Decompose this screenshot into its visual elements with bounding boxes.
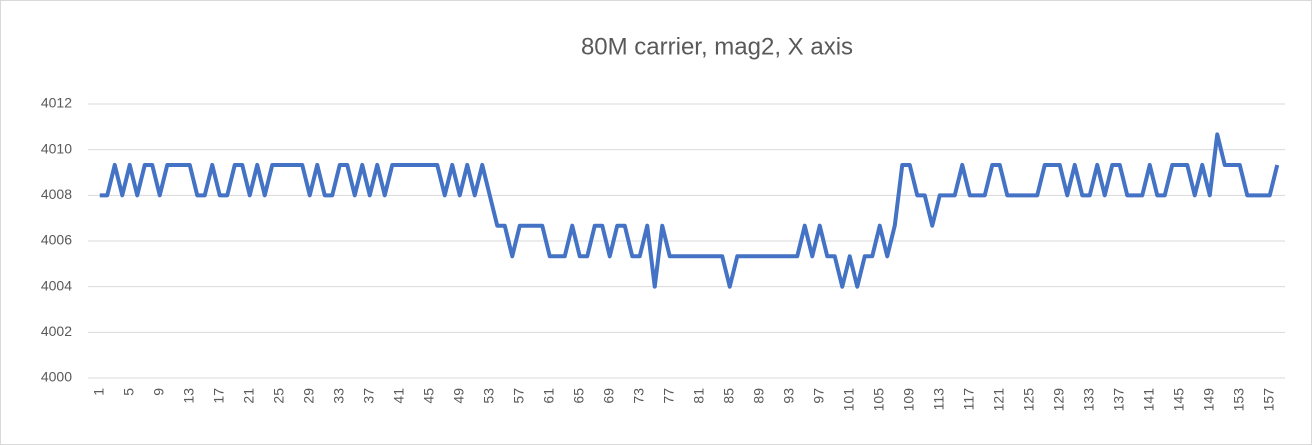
chart-title: 80M carrier, mag2, X axis: [581, 33, 853, 60]
x-tick-label: 13: [180, 388, 196, 404]
x-tick-label: 81: [690, 388, 706, 404]
x-tick-label: 125: [1020, 388, 1036, 412]
x-tick-label: 1: [90, 388, 106, 396]
x-tick-label: 133: [1080, 388, 1096, 412]
x-tick-label: 45: [420, 388, 436, 404]
y-tick-label: 4002: [41, 323, 72, 339]
x-tick-label: 157: [1260, 388, 1276, 412]
x-tick-label: 153: [1230, 388, 1246, 412]
x-tick-label: 105: [870, 388, 886, 412]
x-tick-label: 17: [210, 388, 226, 404]
x-tick-label: 101: [840, 388, 856, 412]
y-tick-label: 4010: [41, 140, 72, 156]
y-tick-label: 4012: [41, 95, 72, 111]
y-tick-label: 4004: [41, 277, 72, 293]
x-tick-label: 69: [600, 388, 616, 404]
x-tick-label: 117: [960, 388, 976, 411]
x-tick-label: 37: [360, 388, 376, 404]
x-tick-label: 49: [450, 388, 466, 404]
x-tick-label: 5: [120, 388, 136, 396]
y-tick-label: 4000: [41, 369, 72, 385]
x-tick-label: 97: [810, 388, 826, 404]
x-tick-label: 61: [540, 388, 556, 404]
data-line: [99, 132, 1280, 289]
x-tick-label: 89: [750, 388, 766, 404]
x-tick-label: 137: [1110, 388, 1126, 412]
x-tick-label: 65: [570, 388, 586, 404]
y-tick-label: 4006: [41, 232, 72, 248]
x-tick-label: 9: [150, 388, 166, 396]
x-tick-label: 109: [900, 388, 916, 412]
x-tick-label: 57: [510, 388, 526, 404]
x-tick-label: 93: [780, 388, 796, 404]
x-tick-label: 21: [240, 388, 256, 404]
x-tick-label: 85: [720, 388, 736, 404]
x-tick-label: 129: [1050, 388, 1066, 412]
x-tick-label: 149: [1200, 388, 1216, 412]
x-tick-label: 77: [660, 388, 676, 404]
x-tick-label: 145: [1170, 388, 1186, 412]
x-tick-label: 29: [300, 388, 316, 404]
x-tick-label: 113: [930, 388, 946, 411]
x-tick-label: 141: [1140, 388, 1156, 412]
x-tick-label: 53: [480, 388, 496, 404]
x-tick-label: 73: [630, 388, 646, 404]
x-tick-label: 121: [990, 388, 1006, 412]
x-tick-label: 41: [390, 388, 406, 404]
x-tick-label: 33: [330, 388, 346, 404]
x-tick-label: 25: [270, 388, 286, 404]
y-tick-label: 4008: [41, 186, 72, 202]
